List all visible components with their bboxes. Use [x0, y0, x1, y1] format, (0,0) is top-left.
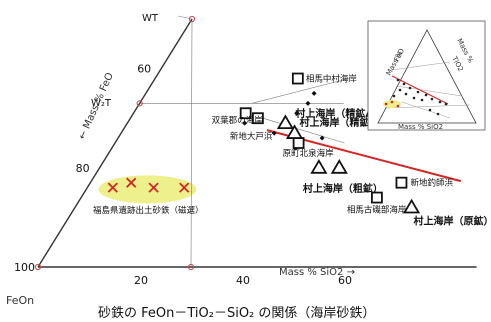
inset-point	[428, 108, 432, 112]
guide-line	[190, 18, 193, 268]
inset-frame	[367, 20, 486, 131]
diamond-point	[305, 100, 311, 106]
feo-tick-label: 60	[137, 63, 151, 76]
vertex-label-wt: WT	[142, 13, 159, 24]
sample-square-marker	[371, 191, 383, 204]
sample-square-marker	[291, 72, 304, 85]
sample-triangle-marker	[285, 124, 304, 139]
sample-label: 双葉郡の海岸	[212, 115, 264, 126]
sample-square-marker	[239, 107, 252, 120]
sample-label: 村上海岸（精鉱A）	[295, 107, 383, 120]
inset-grid-lines	[385, 61, 471, 119]
inset-point	[424, 93, 428, 97]
inset-cross-point	[390, 100, 394, 104]
sample-triangle-marker	[276, 114, 294, 130]
inset-point	[396, 78, 400, 82]
inset-point	[404, 92, 408, 96]
inset-cross-point	[384, 102, 388, 106]
feo-tick-label: 100	[14, 261, 35, 274]
inset-diagram: Mass % FeO Mass % TiO2 Mass % SiO2	[367, 20, 486, 131]
sample-square-marker	[292, 137, 305, 149]
inset-point	[444, 102, 448, 106]
sample-label: 村上海岸（原鉱）	[414, 214, 491, 227]
inset-point	[402, 82, 406, 86]
diamond-point	[242, 120, 248, 126]
inset-bottom-label: Mass % SiO2	[398, 123, 443, 131]
inset-region	[383, 100, 401, 108]
inset-point	[420, 98, 424, 102]
figure-caption: 砂鉄の FeOn－TiO₂－SiO₂ の関係（海岸砂鉄）	[98, 306, 375, 321]
sio2-tick-label: 60	[338, 274, 352, 287]
sample-triangle-marker	[310, 159, 328, 174]
diamond-point	[311, 90, 317, 96]
sample-label: 村上海岸（粗鉱）	[303, 182, 383, 195]
tick-dot	[187, 263, 195, 271]
inset-point	[412, 96, 416, 100]
region-label: 福島県遺跡出土砂鉄（磁選）	[93, 205, 204, 216]
sample-label: 新地大戸浜	[230, 131, 273, 142]
guide-line	[262, 117, 345, 144]
cross-point	[148, 182, 159, 193]
feo-tick-label: 80	[76, 162, 90, 175]
inset-cross-point	[396, 104, 400, 108]
inset-triangle	[377, 29, 477, 124]
point-label-w2t: W₂T	[91, 98, 112, 109]
corner-label-feon: FeOn	[6, 294, 34, 307]
inset-point	[408, 86, 412, 90]
inset-points	[384, 78, 448, 116]
sample-labels-layer: 相馬中村海岸双葉郡の海岸新地大戸浜原町北泉海岸新地釣師浜相馬古磯部海岸村上海岸（…	[212, 74, 491, 228]
inset-point	[430, 97, 434, 101]
diamond-point	[294, 110, 300, 116]
inset-point	[416, 90, 420, 94]
inset-point	[398, 88, 402, 92]
cross-points-layer	[107, 177, 190, 193]
tick-dot	[136, 100, 143, 107]
sample-triangle-marker	[402, 198, 421, 214]
sample-label: 相馬古磯部海岸	[347, 205, 407, 216]
sample-square-marker	[395, 176, 408, 189]
axes-layer: 60 80 100 20 40 60	[14, 15, 477, 287]
sample-markers-layer	[239, 72, 421, 214]
tick-dot	[34, 263, 42, 271]
feo-axis-line	[37, 18, 193, 268]
inset-point	[436, 112, 440, 116]
guide-line	[251, 78, 349, 104]
region-layer	[98, 175, 197, 204]
tick-dot	[188, 15, 196, 23]
cross-point	[179, 182, 190, 193]
sample-label: 相馬中村海岸	[306, 74, 358, 85]
sample-square-marker	[251, 112, 264, 125]
inset-point	[438, 100, 442, 104]
diamond-point	[271, 130, 277, 136]
sio2-axis-title: Mass % SiO2 →	[279, 267, 355, 278]
inset-point	[392, 94, 396, 98]
sio2-tick-label: 40	[236, 274, 250, 287]
cross-point	[107, 182, 118, 193]
sio2-tick-label: 20	[134, 274, 148, 287]
region-ellipse	[98, 175, 197, 204]
sample-triangle-marker	[330, 159, 348, 174]
sample-label: 村上海岸（精鉱B）	[300, 116, 388, 129]
diamond-point	[319, 135, 325, 141]
inset-trend-line	[391, 75, 449, 105]
sample-label: 原町北泉海岸	[283, 148, 335, 159]
cross-point	[126, 177, 137, 188]
sample-label: 新地釣師浜	[410, 178, 453, 189]
diamond-points-layer	[242, 90, 325, 151]
